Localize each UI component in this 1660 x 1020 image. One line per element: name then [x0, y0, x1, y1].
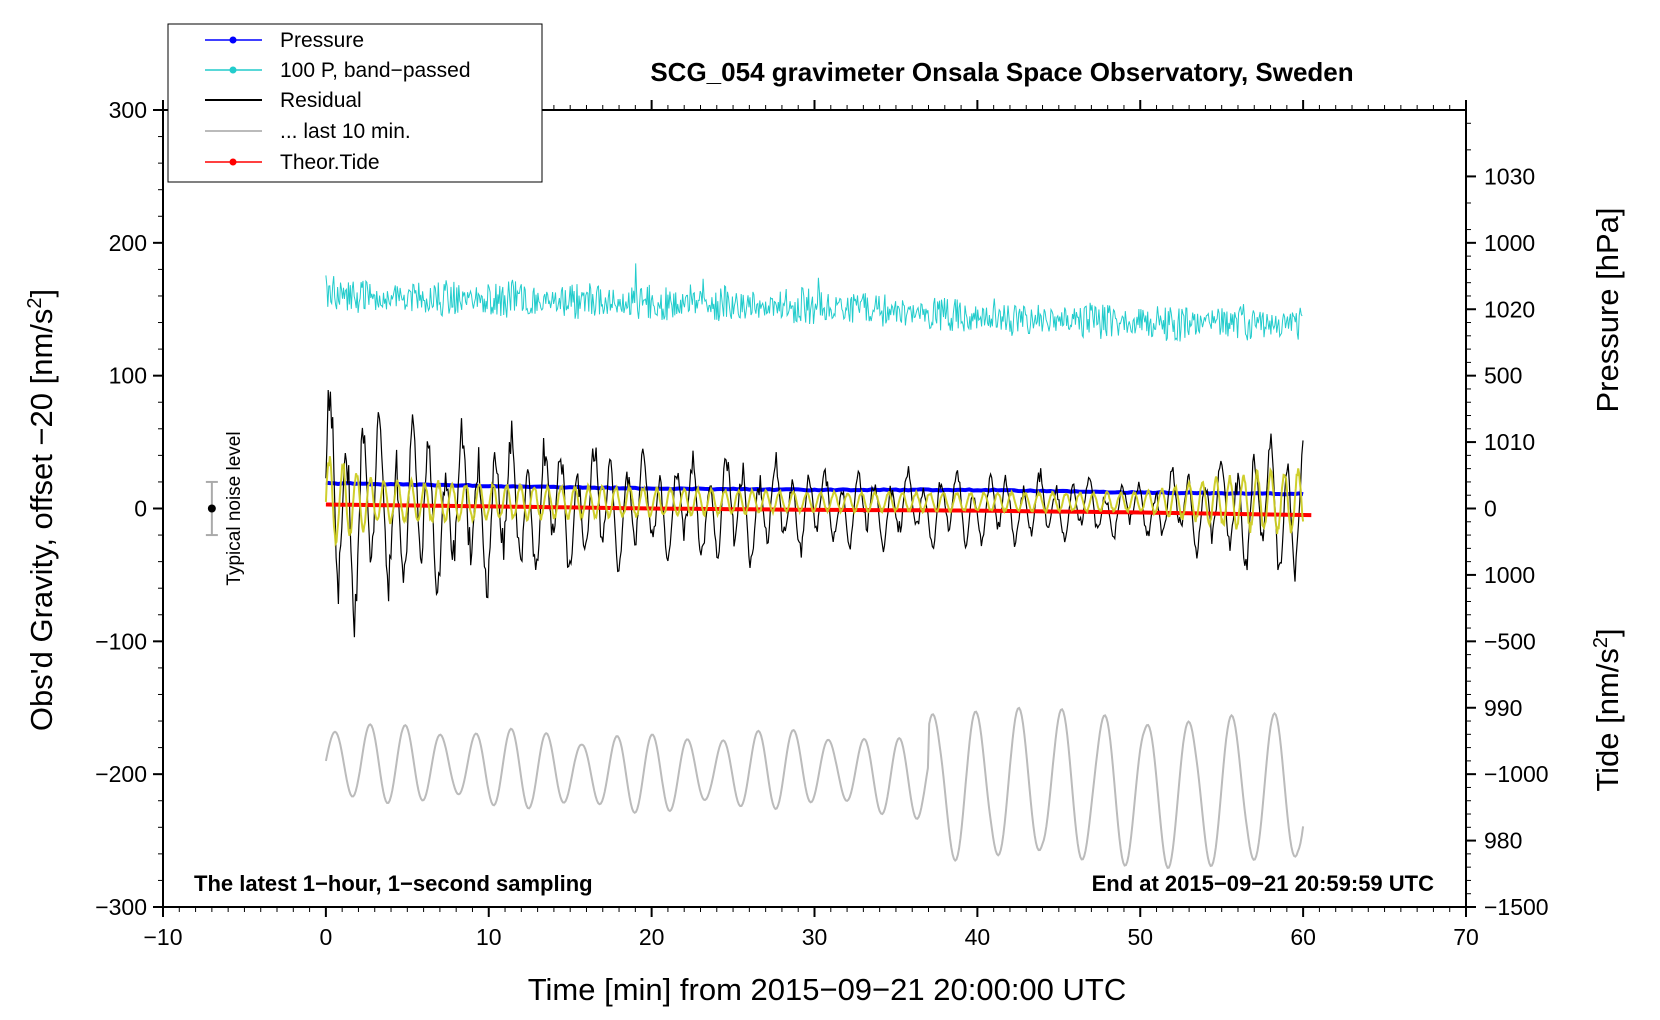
noise-label: Typical noise level	[224, 431, 245, 585]
legend-label-pressure: Pressure	[280, 29, 364, 52]
legend: Pressure 100 P, band−passed Residual ...…	[167, 23, 543, 183]
noise-dot	[207, 504, 216, 513]
pressure-tick-label: 980	[1484, 828, 1522, 854]
pressure-tick-label: 1030	[1484, 163, 1535, 189]
legend-item-tide: Theor.Tide	[205, 151, 380, 174]
noise-level-indicator: Typical noise level	[205, 431, 245, 586]
y-axis-title-main: Obs'd Gravity, offset −20 [nm/s	[24, 309, 59, 732]
legend-item-last10: ... last 10 min.	[205, 120, 411, 143]
series-bandpassed-line	[325, 263, 1303, 342]
pressure-axis-title: Pressure [hPa]	[1590, 207, 1625, 412]
legend-marker-pressure	[229, 36, 237, 44]
tide-tick-label: 500	[1484, 363, 1522, 389]
legend-item-residual: Residual	[205, 89, 362, 112]
pressure-tick-label: 1000	[1484, 562, 1535, 588]
y-tick-label: 300	[109, 97, 147, 123]
plot-series	[324, 263, 1312, 870]
x-tick-label: 30	[802, 924, 828, 950]
y-tick-label: −300	[95, 894, 147, 920]
x-tick-label: 20	[639, 924, 665, 950]
tide-tick-label: 0	[1484, 496, 1497, 522]
y-tick-label: −200	[95, 761, 147, 787]
y-axis-title: Obs'd Gravity, offset −20 [nm/s2]	[24, 289, 59, 731]
tide-tick-label: −1500	[1484, 894, 1549, 920]
y-tick-label: 100	[109, 363, 147, 389]
axis-ticks: −10 0 10 20 30 40 50 60 703002001000−100−200−300…	[95, 97, 1548, 950]
legend-box	[167, 23, 543, 183]
legend-item-pressure: Pressure	[205, 29, 364, 52]
legend-marker-bandpassed	[229, 66, 237, 74]
series-residual-line	[325, 389, 1304, 638]
tide-tick-label: −1000	[1484, 761, 1549, 787]
y-tick-label: −100	[95, 628, 147, 654]
y-axis-title-end: ]	[24, 289, 59, 298]
legend-item-bandpassed: 100 P, band−passed	[205, 59, 471, 82]
pressure-tick-label: 1020	[1484, 296, 1535, 322]
series-tide-line	[325, 502, 1312, 518]
tide-axis-title-end: ]	[1590, 628, 1625, 637]
series-last10-line	[324, 706, 1305, 870]
annotation-sampling: The latest 1−hour, 1−second sampling	[194, 871, 593, 896]
tide-axis-title: Tide [nm/s2]	[1590, 628, 1625, 791]
pressure-tick-label: 1010	[1484, 429, 1535, 455]
legend-label-bandpassed: 100 P, band−passed	[280, 59, 471, 82]
x-tick-label: 70	[1453, 924, 1479, 950]
series-smoothed-line	[324, 456, 1305, 548]
x-tick-label: 40	[965, 924, 991, 950]
legend-label-tide: Theor.Tide	[280, 151, 380, 174]
tide-axis-title-main: Tide [nm/s	[1590, 648, 1625, 792]
tide-tick-label: −500	[1484, 628, 1536, 654]
x-tick-label: −10	[143, 924, 182, 950]
y-tick-label: 0	[134, 496, 147, 522]
x-tick-label: 50	[1127, 924, 1153, 950]
x-tick-label: 0	[319, 924, 332, 950]
x-tick-label: 10	[476, 924, 502, 950]
chart-title: SCG_054 gravimeter Onsala Space Observat…	[650, 57, 1353, 87]
annotation-end-time: End at 2015−09−21 20:59:59 UTC	[1092, 871, 1435, 896]
tide-tick-label: 1000	[1484, 230, 1535, 256]
legend-label-last10: ... last 10 min.	[280, 120, 411, 143]
legend-marker-tide	[229, 158, 237, 166]
y-axis-title-exp: 2	[24, 297, 46, 308]
legend-label-residual: Residual	[280, 89, 362, 112]
y-tick-label: 200	[109, 230, 147, 256]
pressure-tick-label: 990	[1484, 695, 1522, 721]
x-axis-title: Time [min] from 2015−09−21 20:00:00 UTC	[528, 972, 1127, 1007]
tide-axis-title-exp: 2	[1590, 637, 1612, 648]
x-tick-label: 60	[1290, 924, 1316, 950]
